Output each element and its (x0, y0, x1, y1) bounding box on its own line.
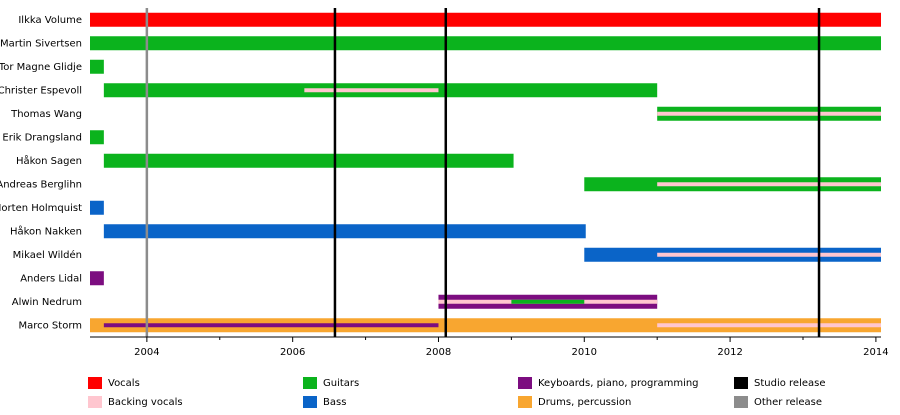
x-tick-label: 2014 (863, 347, 888, 358)
role-bar (90, 130, 104, 145)
role-stripe (511, 299, 585, 304)
member-label: Marco Storm (18, 320, 82, 331)
legend-swatch (303, 396, 317, 408)
x-tick-label: 2004 (134, 347, 159, 358)
role-stripe (304, 88, 439, 93)
role-stripe (657, 323, 881, 328)
role-stripe (657, 182, 881, 187)
member-label: Håkon Nakken (10, 224, 82, 237)
legend-swatch (303, 377, 317, 389)
role-bar (90, 318, 881, 333)
role-stripe (657, 111, 881, 116)
legend-swatch (518, 377, 532, 389)
legend-swatch (734, 396, 748, 408)
member-label: Mikael Wildén (13, 249, 82, 261)
member-label: Håkon Sagen (16, 154, 82, 167)
member-label: Ilkka Volume (18, 15, 82, 26)
legend-label: Vocals (108, 378, 140, 389)
member-label: Erik Drangsland (2, 132, 82, 143)
x-tick-label: 2006 (280, 347, 305, 358)
member-label: Andreas Berglihn (0, 179, 82, 190)
member-label: Martin Sivertsen (0, 38, 82, 49)
member-label: Christer Espevoll (0, 85, 82, 96)
legend-swatch (734, 377, 748, 389)
role-bar (103, 224, 586, 239)
member-label: Anders Lidal (20, 273, 82, 284)
member-label: Tor Magne Glidje (0, 62, 82, 73)
legend-label: Studio release (754, 378, 826, 389)
x-tick-label: 2010 (572, 347, 597, 358)
x-tick-label: 2008 (426, 347, 451, 358)
member-label: Morten Holmquist (0, 203, 82, 214)
role-bar (90, 36, 881, 51)
legend-swatch (518, 396, 532, 408)
role-bar (90, 271, 104, 286)
role-bar (90, 200, 104, 215)
member-label: Alwin Nedrum (12, 297, 82, 308)
legend-swatch (88, 377, 102, 389)
legend-label: Keyboards, piano, programming (538, 378, 699, 389)
legend-label: Bass (323, 397, 346, 408)
role-bar (103, 153, 514, 168)
legend-label: Guitars (323, 378, 359, 389)
role-bar (90, 59, 104, 74)
member-label: Thomas Wang (10, 109, 82, 120)
legend-swatch (88, 396, 102, 408)
role-bar (90, 12, 881, 27)
legend-label: Drums, percussion (538, 397, 631, 408)
role-stripe (657, 252, 881, 257)
legend-label: Backing vocals (108, 397, 183, 408)
legend-label: Other release (754, 397, 822, 408)
x-tick-label: 2012 (717, 347, 742, 358)
role-stripe (103, 323, 439, 328)
